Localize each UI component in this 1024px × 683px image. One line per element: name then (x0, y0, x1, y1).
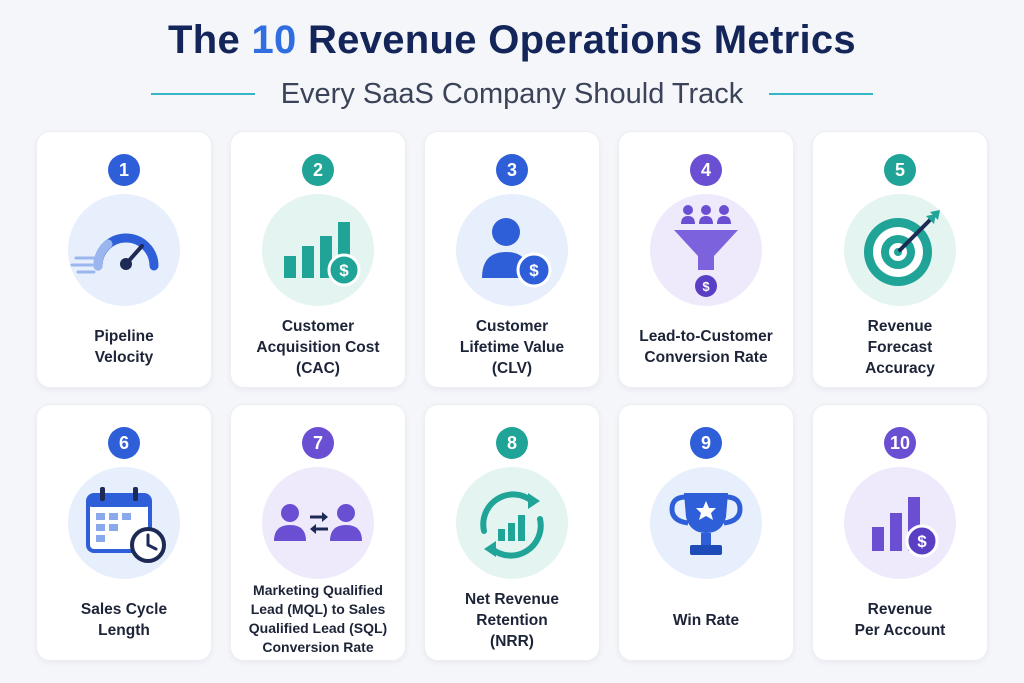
trophy-icon (669, 493, 743, 555)
title-prefix: The (168, 18, 252, 62)
metric-number-badge: 4 (690, 154, 722, 186)
metric-label: Revenue Forecast Accuracy (865, 317, 935, 377)
target-icon (864, 210, 940, 286)
title-suffix: Revenue Operations Metrics (296, 18, 856, 62)
subtitle-row: Every SaaS Company Should Track (0, 76, 1024, 112)
metric-number-badge: 6 (108, 427, 140, 459)
metric-label: Revenue Per Account (854, 601, 946, 639)
metric-card-2: 2 $ Customer Acquisition Cost (CAC) (230, 131, 406, 388)
metric-number-badge: 2 (302, 154, 334, 186)
calendar-clock-icon (86, 487, 166, 563)
metric-label: Win Rate (672, 611, 740, 629)
metric-number-badge: 5 (884, 154, 916, 186)
metric-label: Customer Acquisition Cost (CAC) (256, 317, 380, 377)
metric-label: Customer Lifetime Value (CLV) (459, 317, 565, 377)
metric-number-badge: 10 (884, 427, 916, 459)
metric-card-4: 4 $ Lead-to-Customer Conversion Rate (618, 131, 794, 388)
person-dollar-icon: $ (482, 218, 552, 288)
subtitle-divider-right (769, 93, 874, 95)
bar-chart-dollar-icon: $ (284, 222, 361, 287)
metric-card-9: 9 Win Rate (618, 404, 794, 661)
metric-label: Sales Cycle Length (80, 601, 168, 639)
svg-text:$: $ (339, 261, 349, 280)
metric-icon-circle (262, 467, 374, 579)
bar-chart-dollar-purple-icon: $ (872, 497, 939, 558)
metric-number-badge: 3 (496, 154, 528, 186)
metric-number-badge: 9 (690, 427, 722, 459)
metric-icon-circle: $ (262, 194, 374, 306)
metric-icon-circle (844, 194, 956, 306)
metric-card-1: 1 Pipeline Velocity (36, 131, 212, 388)
people-exchange-icon (274, 504, 362, 541)
cycle-chart-icon (480, 491, 544, 559)
metric-icon-circle: $ (844, 467, 956, 579)
metric-label: Net Revenue Retention (NRR) (465, 590, 559, 650)
metrics-grid: 1 Pipeline Velocity 2 $ (36, 131, 988, 661)
metric-card-7: 7 Marketing Qualified Lead (MQL) to Sale… (230, 404, 406, 661)
metric-number-badge: 8 (496, 427, 528, 459)
metric-icon-circle (650, 467, 762, 579)
metric-icon-circle: $ (456, 194, 568, 306)
page-subtitle: Every SaaS Company Should Track (280, 77, 744, 110)
metric-number-badge: 7 (302, 427, 334, 459)
svg-text:$: $ (529, 261, 539, 280)
metric-card-5: 5 Revenue Forecast Accuracy (812, 131, 988, 388)
subtitle-divider-left (150, 93, 255, 95)
metric-label: Pipeline Velocity (94, 328, 154, 366)
metric-icon-circle (68, 194, 180, 306)
metric-icon-circle (456, 467, 568, 579)
metric-icon-circle: $ (650, 194, 762, 306)
svg-text:$: $ (702, 279, 710, 294)
metric-label: Lead-to-Customer Conversion Rate (639, 328, 773, 366)
metric-icon-circle (68, 467, 180, 579)
metric-card-10: 10 $ Revenue Per Account (812, 404, 988, 661)
metric-card-3: 3 $ Customer Lifetime Value (CLV) (424, 131, 600, 388)
svg-text:$: $ (917, 532, 927, 551)
metric-card-6: 6 Sales Cycle Length (36, 404, 212, 661)
speedometer-icon (70, 233, 159, 274)
metric-card-8: 8 Net Revenue Retention (NRR) (424, 404, 600, 661)
page-title: The 10 Revenue Operations Metrics (0, 18, 1024, 63)
metric-label: Marketing Qualified Lead (MQL) to Sales … (248, 582, 388, 655)
funnel-icon: $ (674, 205, 738, 297)
metric-number-badge: 1 (108, 154, 140, 186)
title-number: 10 (251, 18, 297, 62)
